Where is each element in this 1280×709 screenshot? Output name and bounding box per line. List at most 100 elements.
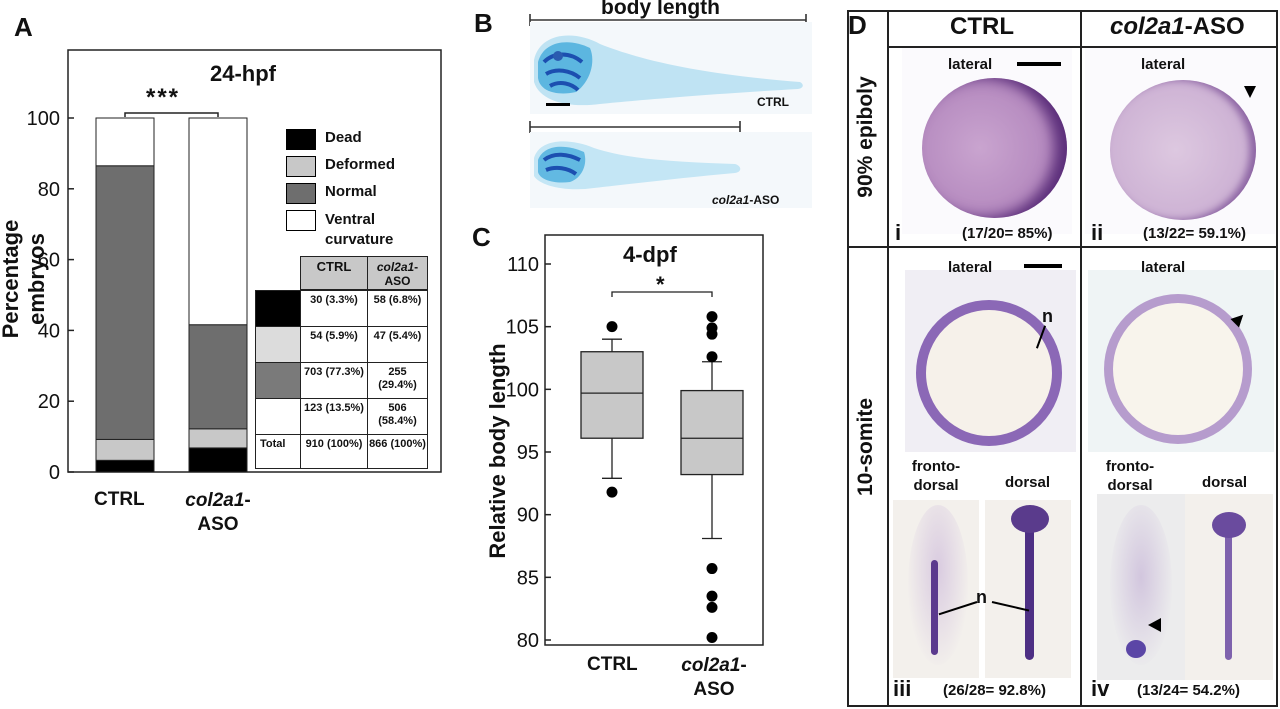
table-cell-ctrl-total: 910 (100%) (300, 434, 368, 469)
notochord-label: n (976, 587, 987, 607)
c-outlier (706, 351, 718, 363)
panel-c-significance: * (656, 272, 665, 297)
table-cell-aso-dead: 58 (6.8%) (367, 290, 428, 327)
c-outlier (606, 321, 618, 333)
panel-d-ii-label: ii (1091, 220, 1104, 245)
a-ytick-label: 20 (38, 391, 60, 413)
panel-d-iii-count: (26/28= 92.8%) (943, 682, 1046, 699)
fronto-ctrl-stain (908, 505, 968, 665)
fronto-aso-spot (1126, 640, 1146, 658)
panel-d-iii-fronto-label: fronto-dorsal (911, 458, 961, 494)
somite-aso-embryo (1104, 294, 1252, 444)
c-ytick-label: 110 (507, 254, 539, 276)
panel-a-significance: *** (146, 84, 181, 111)
c-significance-bracket (611, 291, 713, 297)
panel-d-col-ctrl: CTRL (950, 13, 1014, 40)
epiboly-ctrl-embryo (922, 78, 1067, 218)
table-header-aso: col2a1- ASO (367, 256, 428, 290)
panel-d-i-lateral: lateral (948, 56, 993, 73)
panel-c-label: C (472, 222, 491, 252)
a-ytick-label: 100 (27, 108, 60, 130)
c-outlier (606, 486, 618, 498)
panel-a-chart: 0 20 40 60 80 100 (27, 49, 442, 484)
panel-b-aso-larva-photo (530, 132, 812, 208)
panel-b-aso-label: col2a1-ASO (712, 193, 780, 207)
panel-b-ctrl-label: CTRL (757, 95, 789, 109)
c-outlier (706, 601, 718, 613)
panel-d-label: D (848, 10, 867, 40)
legend-label-ventral: Ventral curvature (325, 211, 394, 248)
table-cell-aso-normal: 255 (29.4%) (367, 362, 428, 399)
panel-d-i-scale-bar (1017, 62, 1061, 66)
panel-a-title: 24-hpf (210, 61, 276, 86)
arrowhead-icon (1244, 86, 1256, 98)
panel-a-frame (67, 49, 442, 473)
panel-d-somite-ctrl-lateral-label: lateral (948, 259, 993, 276)
c-box (680, 389, 744, 476)
table-cell-aso-deformed: 47 (5.4%) (367, 326, 428, 363)
panel-b-label: B (474, 8, 493, 38)
table-cell-ctrl-deformed: 54 (5.9%) (300, 326, 368, 363)
panel-d-i-label: i (895, 220, 902, 245)
panel-d-i-count: (17/20= 85%) (962, 225, 1053, 242)
fronto-aso-stain (1110, 505, 1172, 665)
table-cell-ctrl-dead: 30 (3.3%) (300, 290, 368, 327)
panel-c-title: 4-dpf (623, 242, 677, 267)
legend-label-deformed: Deformed (325, 156, 396, 173)
legend-swatch-ventral (286, 210, 316, 231)
panel-d-somite-aso-lateral-label: lateral (1141, 259, 1186, 276)
panel-c-chart: 80 85 90 95 100 105 110 (506, 234, 764, 652)
aso-larva-image (534, 141, 741, 190)
a-bar-ventral-curvature (188, 117, 248, 326)
panel-a-label: A (14, 12, 33, 42)
c-ytick-label: 85 (517, 567, 539, 589)
c-ytick-label: 95 (517, 442, 539, 464)
panel-d-somite-scale-bar (1024, 264, 1062, 268)
epiboly-aso-embryo (1110, 80, 1256, 220)
panel-c-xlabel-ctrl: CTRL (587, 654, 638, 675)
fronto-ctrl-notochord (931, 560, 938, 655)
c-ytick-label: 105 (506, 317, 539, 339)
panel-d-ii-count: (13/22= 59.1%) (1143, 225, 1246, 242)
legend-label-dead: Dead (325, 129, 362, 146)
panel-d-grid (847, 10, 1278, 707)
a-significance-bracket (124, 112, 219, 117)
dorsal-ctrl-head (1011, 505, 1049, 533)
arrowhead-icon (1148, 618, 1161, 632)
c-outlier (706, 631, 718, 643)
table-key-normal (255, 362, 301, 399)
panel-d-row-somite: 10-somite (854, 397, 877, 497)
c-ytick-label: 90 (517, 505, 539, 527)
panel-d-ii-lateral: lateral (1141, 56, 1186, 73)
legend-swatch-deformed (286, 156, 316, 177)
panel-d-iv-dorsal-label: dorsal (1202, 474, 1248, 491)
panel-d-iii-label: iii (893, 676, 912, 701)
panel-c-xlabel-aso: col2a1- ASO (681, 655, 747, 700)
panel-d-iv-fronto-label: fronto-dorsal (1105, 458, 1155, 494)
panel-d-iv-label: iv (1091, 676, 1110, 701)
c-outlier (706, 563, 718, 575)
table-total-label: Total (255, 434, 301, 469)
somite-ctrl-embryo (916, 300, 1062, 446)
legend-swatch-normal (286, 183, 316, 204)
a-ytick-label: 80 (38, 179, 60, 201)
panel-b-scale-bar (546, 103, 570, 106)
panel-a-xlabel-aso: col2a1- ASO (185, 490, 251, 535)
table-header-ctrl: CTRL (300, 256, 368, 290)
a-ytick-label: 0 (49, 462, 60, 484)
c-outlier (706, 590, 718, 602)
legend-swatch-dead (286, 129, 316, 150)
dorsal-ctrl-notochord (1025, 520, 1034, 660)
panel-c-frame (544, 234, 764, 646)
c-outlier (706, 311, 718, 323)
a-bar-ventral-curvature (95, 117, 155, 167)
panel-c-ylabel: Relative body length (485, 343, 510, 559)
panel-a-xlabel-ctrl: CTRL (94, 489, 145, 510)
c-box (580, 351, 644, 439)
c-ytick-label: 80 (517, 630, 539, 652)
a-bar-normal (188, 324, 248, 430)
panel-d-row-epiboly: 90% epiboly (854, 76, 877, 198)
panel-d-iii-dorsal-label: dorsal (1005, 474, 1051, 491)
a-ytick-label: 60 (38, 250, 60, 272)
panel-b-ctrl-larva-photo (530, 22, 812, 114)
